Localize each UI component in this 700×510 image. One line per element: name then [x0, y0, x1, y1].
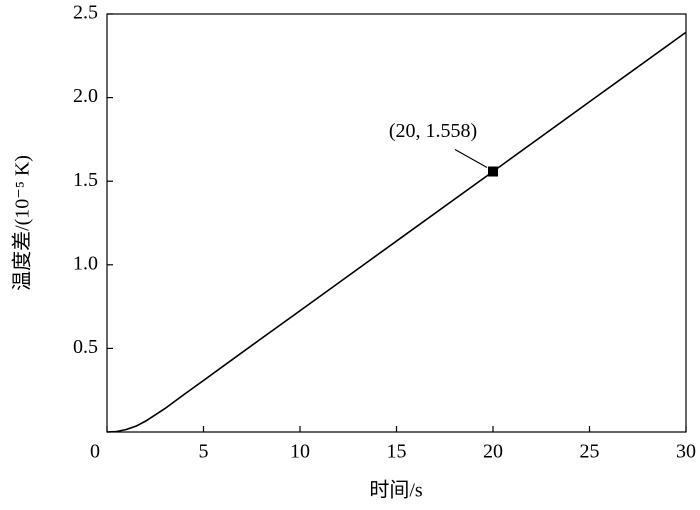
y-axis-label: 温度差/(10⁻⁵ K) — [11, 155, 34, 291]
y-tick-label: 1.5 — [73, 169, 98, 191]
highlight-marker — [488, 166, 498, 177]
x-tick-label: 5 — [199, 441, 209, 463]
x-tick-label: 15 — [387, 441, 407, 463]
y-tick-label: 1.0 — [73, 252, 98, 274]
x-tick-label: 10 — [290, 441, 310, 463]
annotation-leader — [454, 148, 488, 169]
y-tick-label: 2.0 — [73, 85, 98, 107]
annotation-label: (20, 1.558) — [389, 120, 477, 142]
x-tick-label: 0 — [90, 441, 100, 463]
plot-frame — [106, 13, 687, 433]
x-tick-label: 25 — [580, 441, 600, 463]
x-axis-label: 时间/s — [369, 479, 423, 502]
x-tick-label: 20 — [483, 441, 503, 463]
data-line — [106, 31, 687, 433]
y-tick-label: 0.5 — [73, 336, 98, 358]
x-tick-label: 30 — [676, 441, 696, 463]
y-tick-label: 2.5 — [73, 2, 98, 24]
